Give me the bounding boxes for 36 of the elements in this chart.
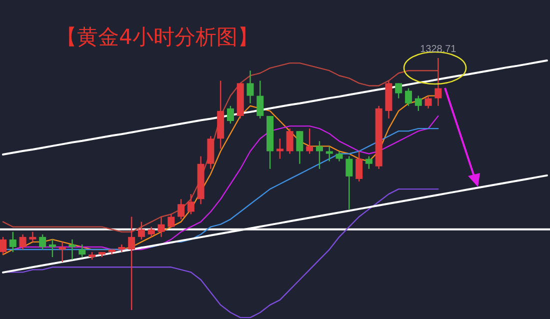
- candlestick: [178, 198, 185, 220]
- candlestick: [256, 80, 264, 120]
- candlestick: [78, 244, 86, 258]
- candlestick: [48, 238, 56, 258]
- candlestick: [29, 231, 36, 243]
- candlestick: [336, 150, 343, 162]
- candlestick: [19, 234, 26, 250]
- candlestick: [286, 128, 294, 154]
- candlestick: [316, 140, 323, 170]
- candlestick: [395, 82, 402, 99]
- candlestick: [434, 57, 442, 106]
- candlestick: [0, 236, 6, 256]
- candlestick: [346, 156, 353, 210]
- candlestick: [296, 130, 304, 164]
- candlestick: [168, 214, 175, 228]
- annotation: 1328.71: [420, 44, 457, 55]
- candlestick: [246, 70, 254, 104]
- candlestick: [138, 221, 145, 240]
- candlestick: [404, 88, 412, 106]
- chart-title: 【黄金4小时分析图】: [56, 25, 258, 49]
- candlestick: [128, 216, 136, 311]
- candlestick: [187, 193, 194, 215]
- candlestick: [365, 156, 372, 170]
- candlestick: [68, 238, 76, 260]
- candlestick: [158, 216, 165, 238]
- candlestick: [356, 150, 363, 182]
- candlestick: [326, 146, 333, 162]
- candlestick: [226, 105, 234, 124]
- candlestick: [39, 234, 46, 250]
- candlestick: [276, 138, 284, 160]
- candlestick: [414, 95, 422, 112]
- candlestick: [306, 128, 314, 154]
- candlestick: [58, 241, 66, 263]
- candlestick: [148, 226, 155, 238]
- candlestick: [9, 231, 16, 253]
- candlestick: [424, 95, 432, 109]
